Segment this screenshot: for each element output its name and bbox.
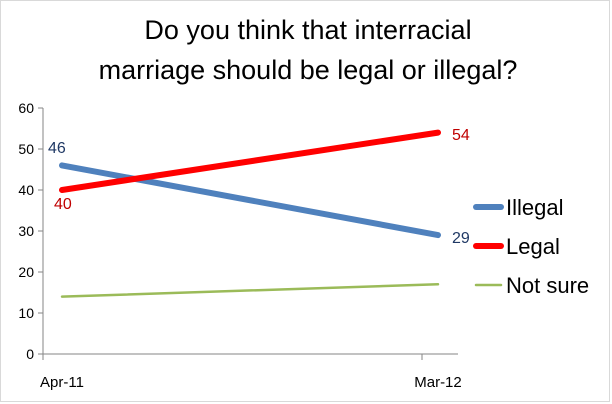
y-tick-label: 30 bbox=[18, 223, 34, 239]
y-tick-label: 40 bbox=[18, 182, 34, 198]
y-tick-label: 60 bbox=[18, 100, 34, 116]
chart-title-line-1: Do you think that interracial bbox=[144, 15, 472, 45]
legend-entry-not-sure: Not sure bbox=[506, 273, 589, 298]
data-label: 29 bbox=[452, 230, 470, 247]
data-label: 54 bbox=[452, 127, 470, 144]
series-line-not-sure bbox=[60, 283, 440, 298]
chart-title-line-2: marriage should be legal or illegal? bbox=[98, 55, 518, 85]
y-tick-label: 50 bbox=[18, 141, 34, 157]
y-tick-label: 10 bbox=[18, 305, 34, 321]
legend-entry-legal: Legal bbox=[506, 234, 560, 259]
data-label: 46 bbox=[48, 140, 66, 157]
data-label: 40 bbox=[54, 196, 72, 213]
y-tick-label: 0 bbox=[26, 346, 34, 362]
x-tick-label: Apr-11 bbox=[40, 374, 84, 391]
series-line-illegal bbox=[59, 162, 441, 239]
series-line-legal bbox=[59, 129, 441, 193]
legend-entry-illegal: Illegal bbox=[506, 195, 563, 220]
x-tick-label: Mar-12 bbox=[414, 374, 462, 391]
y-tick-label: 20 bbox=[18, 264, 34, 280]
